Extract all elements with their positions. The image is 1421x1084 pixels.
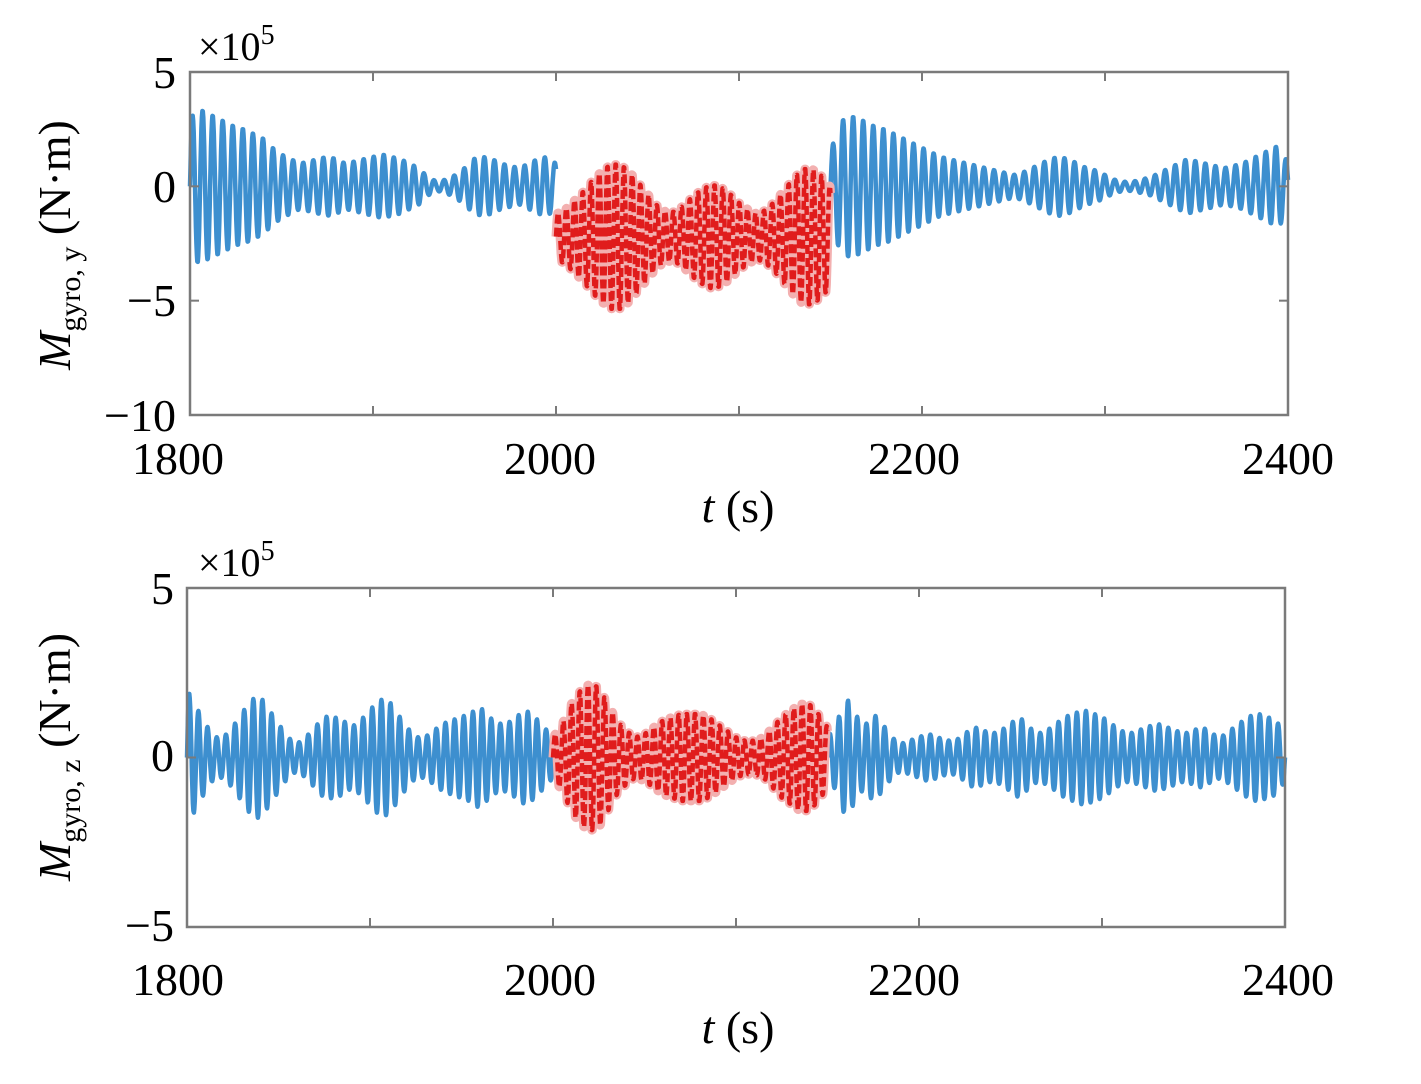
anomaly-series-line bbox=[553, 162, 833, 311]
y-axis-title: Mgyro, z (N·m) bbox=[29, 633, 87, 882]
y-axis-title: Mgyro, y (N·m) bbox=[29, 120, 87, 371]
y-tick-label: 0 bbox=[153, 161, 176, 212]
tick-marks-y bbox=[189, 71, 1289, 416]
exponent-label-z: ×105 bbox=[198, 536, 275, 585]
chart-panel-z: ×105 5 0 −5 1800 2000 2200 2400 t (s) Mg… bbox=[29, 536, 1334, 1053]
plot-area-y bbox=[187, 108, 1291, 314]
normal-series-line bbox=[825, 698, 1288, 814]
anomaly-series-line bbox=[550, 682, 830, 833]
x-tick-label: 1800 bbox=[132, 433, 224, 484]
x-tick-label: 2000 bbox=[504, 433, 596, 484]
chart-panel-y: ×105 5 0 −5 −10 1800 2000 2200 2400 t (s… bbox=[29, 20, 1334, 532]
x-axis-title: t (s) bbox=[702, 481, 775, 532]
x-axis-title: t (s) bbox=[702, 1002, 775, 1053]
x-tick-label: 2400 bbox=[1242, 433, 1334, 484]
x-tick-label: 1800 bbox=[132, 954, 224, 1005]
y-tick-label: −10 bbox=[104, 390, 176, 441]
x-tick-label: 2200 bbox=[868, 954, 960, 1005]
x-tick-label: 2400 bbox=[1242, 954, 1334, 1005]
normal-series-line bbox=[828, 114, 1291, 259]
x-tick-label: 2200 bbox=[868, 433, 960, 484]
y-tick-label: −5 bbox=[127, 275, 176, 326]
y-tick-label: −5 bbox=[125, 900, 174, 951]
tick-marks-z bbox=[186, 587, 1286, 928]
y-tick-label: 5 bbox=[153, 47, 176, 98]
normal-series-line bbox=[187, 108, 559, 265]
y-tick-label: 0 bbox=[151, 730, 174, 781]
exponent-label-y: ×105 bbox=[198, 20, 275, 69]
plot-area-z bbox=[184, 680, 1288, 835]
normal-series-line bbox=[184, 691, 556, 820]
x-tick-label: 2000 bbox=[504, 954, 596, 1005]
y-tick-label: 5 bbox=[151, 563, 174, 614]
